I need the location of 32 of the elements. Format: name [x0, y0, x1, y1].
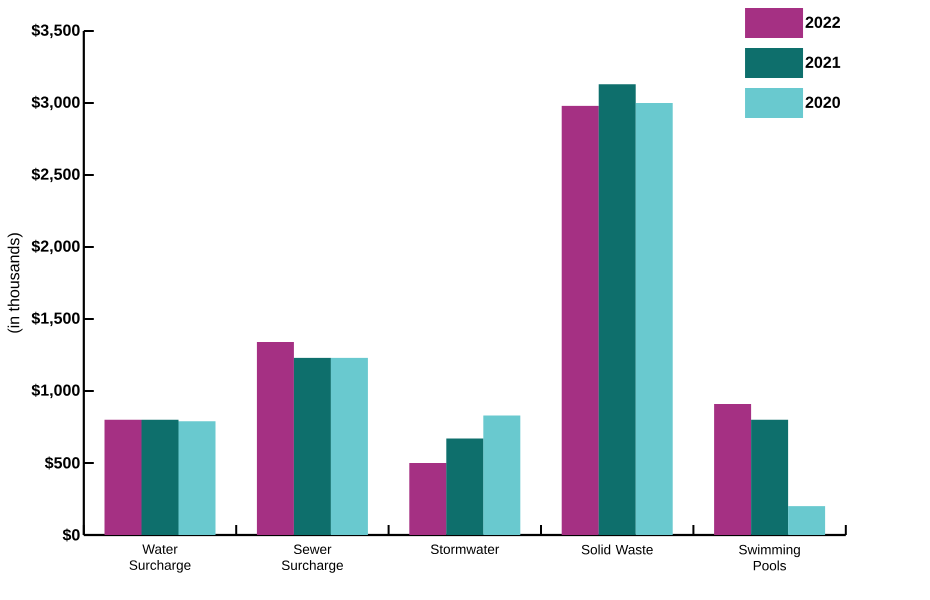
bar [256, 342, 294, 535]
bar [446, 438, 484, 535]
legend-label: 2021 [806, 56, 840, 68]
bar [409, 462, 446, 535]
legend-label: 2020 [806, 96, 840, 108]
bar [598, 84, 636, 535]
y-tick-label: $2,500 [32, 168, 80, 182]
x-tick-label: Water Surcharge [129, 544, 191, 573]
y-axis-title: (in thousands) [8, 233, 23, 333]
y-tick-label: $1,000 [32, 384, 80, 398]
bar [178, 421, 216, 535]
y-tick-label: $500 [44, 456, 80, 470]
x-tick-label: Solid Waste [582, 544, 653, 554]
y-tick-label: $0 [62, 528, 80, 542]
bar [483, 415, 520, 535]
y-tick-label: $3,500 [32, 24, 80, 38]
bar [636, 102, 673, 535]
legend-label: 2022 [806, 16, 840, 28]
bar [142, 420, 179, 535]
y-tick-label: $1,500 [32, 312, 80, 326]
bar [330, 358, 368, 535]
x-tick-label: Swimming Pools [739, 544, 800, 570]
x-tick-label: Stormwater [430, 544, 500, 554]
bar [562, 106, 599, 535]
bar [104, 420, 142, 535]
bar [751, 420, 788, 535]
bar [294, 358, 331, 535]
bar [788, 506, 826, 535]
y-tick-label: $3,000 [32, 96, 80, 110]
bar [714, 404, 752, 535]
x-tick-label: Sewer Surcharge [282, 544, 343, 573]
y-tick-label: $2,000 [32, 240, 80, 254]
